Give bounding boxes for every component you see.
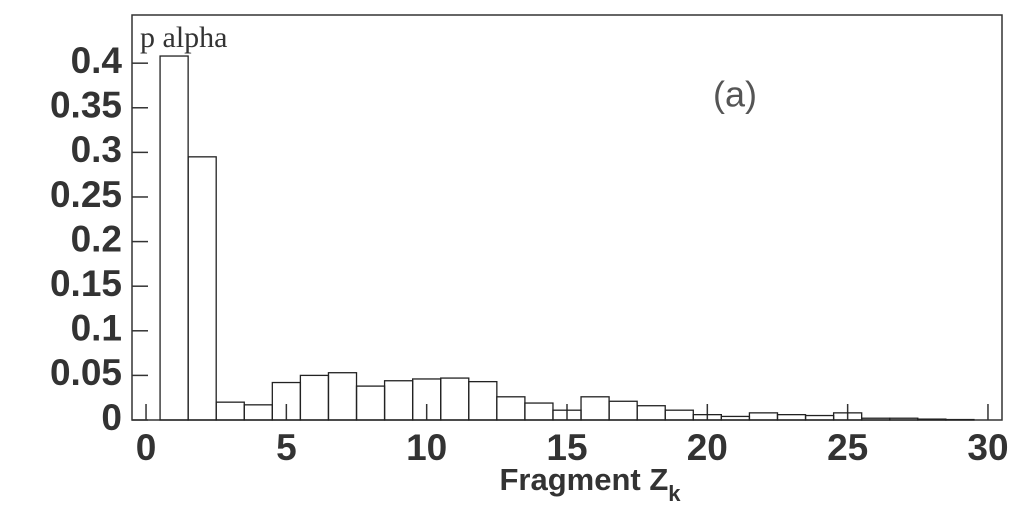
annotation: (a) [713, 74, 757, 115]
bar [664, 409, 694, 421]
bar [243, 404, 273, 421]
bar [299, 374, 330, 421]
bar [776, 413, 807, 421]
x-tick-label: 0 [136, 427, 157, 468]
bar [636, 405, 666, 421]
bar [748, 412, 779, 421]
x-tick-label: 20 [687, 427, 728, 468]
y-tick-label: 0.4 [71, 40, 123, 81]
y-tick-label: 0.2 [71, 218, 122, 259]
x-tick-label: 30 [967, 427, 1008, 468]
bar [608, 400, 638, 421]
bar [187, 156, 217, 421]
bar [720, 415, 751, 421]
bar [524, 402, 554, 421]
bar [440, 377, 470, 421]
bar [861, 417, 891, 421]
x-label-main: Fragment Z [499, 462, 668, 497]
bar [832, 412, 863, 421]
bar [327, 372, 358, 421]
y-tick-label: 0.1 [71, 308, 122, 349]
bar [383, 380, 414, 421]
y-tick-label: 0 [101, 397, 122, 438]
bar [496, 396, 526, 421]
y-tick-label: 0.35 [50, 85, 122, 126]
x-axis-label: Fragment Zk [499, 462, 681, 505]
x-tick-label: 25 [827, 427, 868, 468]
bar [580, 396, 610, 421]
y-tick-label: 0.25 [50, 174, 122, 215]
x-tick-label: 10 [406, 427, 447, 468]
x-tick-label: 15 [546, 427, 587, 468]
x-tick-label: 5 [276, 427, 297, 468]
bar [159, 55, 189, 421]
plot-frame [131, 14, 1003, 421]
bar [889, 417, 919, 421]
x-label-subscript: k [668, 481, 681, 505]
annotation: p alpha [140, 21, 227, 54]
y-tick-label: 0.05 [50, 352, 122, 393]
bar [917, 418, 947, 421]
bar [215, 401, 245, 421]
y-tick-label: 0.15 [50, 263, 122, 304]
y-tick-label: 0.3 [71, 129, 122, 170]
bar [355, 385, 386, 421]
bar [468, 380, 498, 421]
